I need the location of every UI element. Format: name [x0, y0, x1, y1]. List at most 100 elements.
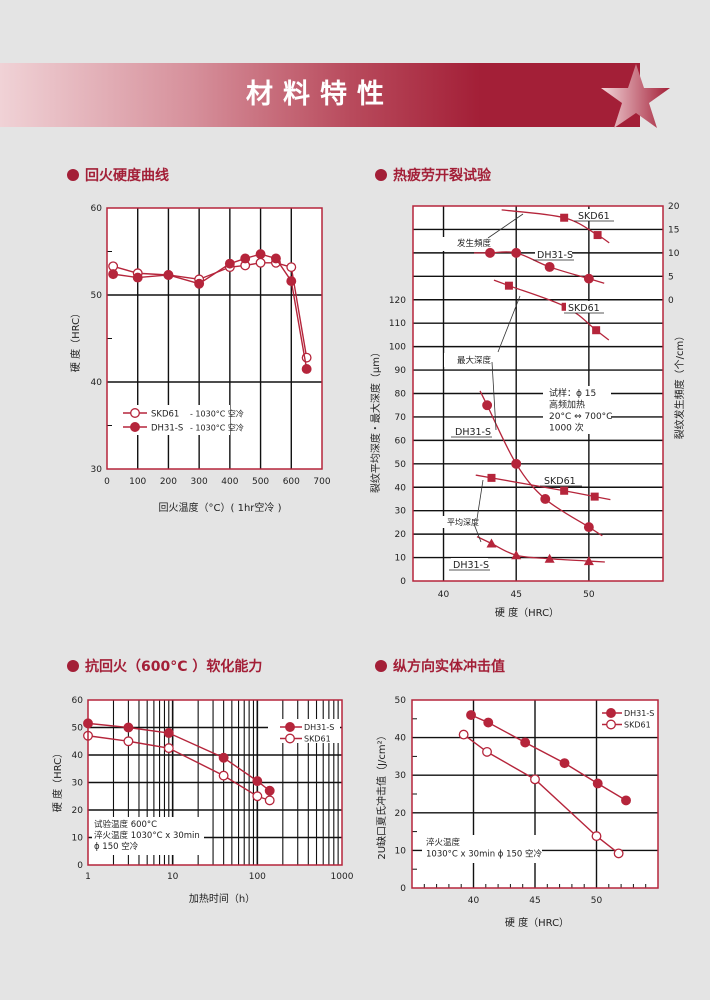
y-tick-label: 40	[395, 734, 407, 744]
label-background	[535, 248, 572, 260]
label-background	[576, 209, 612, 221]
series-label: SKD61	[568, 303, 600, 314]
bullet-icon	[67, 169, 79, 181]
y-tick-label: 0	[77, 861, 83, 871]
y-tick-label: 10	[72, 834, 84, 844]
data-point-skd61	[458, 729, 469, 740]
data-point-skd61	[123, 736, 134, 747]
data-point-dh31-s	[485, 247, 495, 258]
label-background	[542, 474, 580, 486]
test-condition: 淬火温度	[426, 837, 461, 848]
star-icon	[601, 64, 670, 128]
x-tick-label: 300	[191, 477, 208, 487]
x-tick-label: 0	[104, 477, 110, 487]
y-tick-label: 120	[389, 296, 406, 306]
bullet-icon	[375, 169, 387, 181]
test-condition: 1030°C x 30min ϕ 150 空冷	[426, 849, 543, 860]
title-banner	[0, 63, 640, 127]
data-point-skd61	[218, 770, 229, 781]
legend-label: DH31-S	[304, 723, 334, 732]
data-point-skd61	[530, 774, 540, 785]
y-tick-label: 20	[72, 806, 84, 816]
y-tick-label: 10	[395, 846, 407, 856]
annotation-max-depth: 最大深度	[457, 355, 492, 366]
y2-tick-label: 15	[668, 225, 679, 235]
x-tick-label: 600	[283, 477, 300, 487]
legend-marker	[285, 733, 295, 744]
data-point-dh31-s	[163, 728, 174, 738]
test-condition: 1000 次	[549, 422, 584, 434]
y-tick-label: 90	[395, 366, 407, 376]
data-point-skd61	[613, 848, 624, 859]
data-point-dh31-s	[240, 253, 251, 264]
test-condition: 试样：ϕ 15	[549, 387, 596, 399]
y-tick-label: 50	[72, 724, 84, 734]
data-point-skd61	[561, 302, 570, 311]
data-point-dh31-s	[592, 778, 603, 789]
data-point-dh31-s	[482, 400, 493, 411]
series-label: DH31-S	[537, 250, 573, 261]
x-tick-label: 500	[252, 477, 269, 487]
section-title: 纵方向实体冲击值	[393, 659, 505, 675]
plot-frame	[106, 207, 323, 470]
data-point-dh31-s	[163, 270, 174, 280]
y-tick-label: 50	[91, 291, 103, 301]
data-point-dh31-s	[264, 785, 275, 796]
legend-label: DH31-S	[624, 709, 654, 718]
legend-marker	[130, 422, 140, 432]
x-tick-label: 50	[591, 896, 603, 906]
y-tick-label: 10	[395, 554, 407, 564]
y-tick-label: 80	[395, 390, 407, 400]
x-tick-label: 200	[160, 477, 177, 487]
legend-label: DH31-S	[151, 424, 183, 434]
y-tick-label: 0	[400, 884, 406, 894]
y-tick-label: 60	[91, 204, 103, 214]
data-point-dh31-s	[483, 717, 494, 728]
data-point-dh31-s	[511, 247, 522, 258]
data-point-skd61	[482, 746, 492, 757]
page-title: 材料特性	[246, 79, 394, 110]
leader-arrow	[497, 295, 521, 353]
data-point-skd61	[591, 831, 602, 842]
data-point-dh31-s	[286, 276, 297, 287]
y-axis-label: 2U缺口夏氏冲击值（J/cm²）	[375, 730, 388, 859]
x-axis-label: 加热时间（h）	[189, 892, 255, 905]
legend-label: SKD61	[624, 721, 651, 730]
label-background	[92, 817, 204, 855]
legend-marker	[285, 722, 295, 732]
annotation-avg-depth: 平均深度	[447, 517, 479, 527]
legend-label: SKD61	[304, 735, 331, 744]
plot-frame	[411, 699, 659, 889]
legend-marker	[130, 408, 140, 418]
label-background	[566, 301, 602, 313]
data-point-dh31-s	[270, 253, 281, 264]
section-temper-softening: 抗回火（600°C ）软化能力	[67, 656, 262, 676]
leader-arrow	[491, 361, 497, 431]
legend-suffix: - 1030°C 空冷	[190, 409, 244, 419]
x-axis-label: 硬 度（HRC）	[505, 916, 569, 929]
y-tick-label: 40	[72, 751, 84, 761]
y-tick-label: 30	[395, 507, 407, 517]
section-tempering-hardness: 回火硬度曲线	[67, 165, 169, 185]
section-impact-value: 纵方向实体冲击值	[375, 656, 505, 676]
label-background	[441, 237, 495, 251]
data-point-dh31-s	[301, 364, 312, 374]
legend-label: SKD61	[151, 410, 179, 420]
data-point-skd61	[255, 257, 266, 268]
data-point-dh31-s	[466, 710, 476, 720]
test-condition: 高频加热	[549, 399, 585, 411]
series-line-dh31-s	[113, 253, 308, 370]
data-point-dh31-s	[583, 556, 594, 566]
data-point-dh31-s	[218, 752, 229, 763]
leader-arrow	[476, 479, 484, 520]
y2-tick-label: 20	[668, 202, 680, 212]
data-point-dh31-s	[252, 776, 263, 787]
label-background	[422, 835, 542, 863]
y-tick-label: 40	[91, 378, 103, 388]
x-tick-label: 40	[438, 590, 450, 600]
data-point-skd61	[592, 326, 601, 335]
y-tick-label: 50	[395, 696, 407, 706]
data-point-skd61	[593, 231, 602, 240]
data-point-dh31-s	[544, 261, 555, 272]
data-point-skd61	[487, 473, 496, 482]
